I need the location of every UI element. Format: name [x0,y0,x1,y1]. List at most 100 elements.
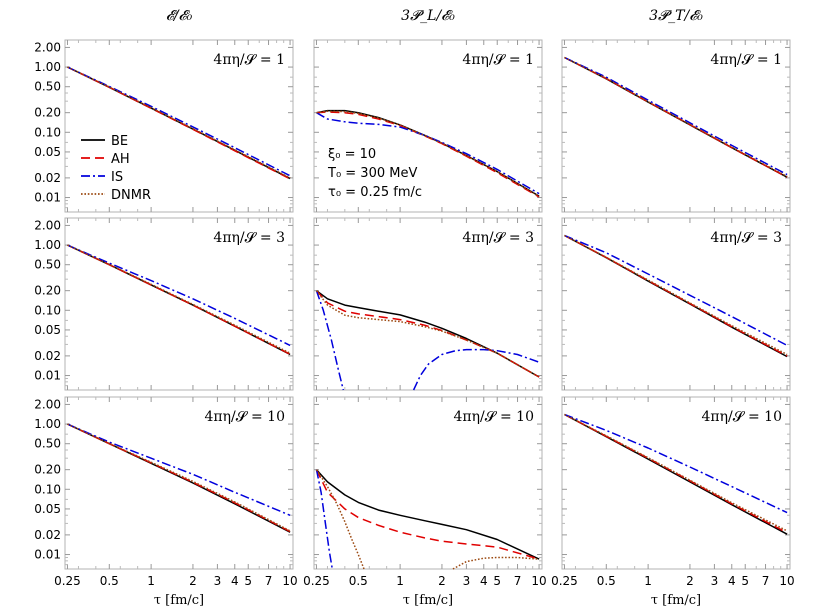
y-tick-label: 2.00 [34,218,61,232]
y-tick-label: 0.20 [34,284,61,298]
y-tick-label: 0.50 [34,80,61,94]
series-dnmr-r1-c2 [316,110,540,198]
y-tick-label: 0.02 [34,349,61,363]
series-dnmr-r3-c3 [564,413,788,532]
series-is-r3-c3 [564,413,788,514]
series-is-r2-c1 [67,244,291,347]
viscosity-label: 4πη/𝓢 = 3 [462,230,534,246]
series-ah-r2-c3 [564,234,788,357]
viscosity-label: 4πη/𝓢 = 10 [454,409,535,425]
x-tick-label: 5 [741,574,749,588]
x-tick-label: 0.25 [303,574,330,588]
y-tick-label: 0.05 [34,502,61,516]
x-tick-label: 4 [231,574,239,588]
series-dnmr-r2-c3 [564,234,788,356]
legend-label-dnmr: DNMR [111,188,151,203]
column-title-2: 3𝓟_L/𝓔₀ [401,8,455,24]
x-tick-label: 1 [644,574,652,588]
legend-label-be: BE [111,134,128,149]
series-ah-r3-c1 [67,423,291,533]
annotation-line-1: ξ₀ = 10 [328,147,376,162]
y-tick-label: 1.00 [34,238,61,252]
series-dnmr-r3-c1 [67,423,291,532]
series-is-r3-c2 [315,469,334,570]
x-tick-label: 7 [514,574,522,588]
x-axis-label: τ [fm/c] [651,593,701,608]
series-dnmr-r2-c2 [315,290,540,378]
y-tick-label: 0.50 [34,437,61,451]
y-tick-label: 0.01 [34,548,61,562]
y-tick-label: 0.02 [34,528,61,542]
x-tick-label: 4 [728,574,736,588]
series-be-r2-c2 [316,290,540,378]
x-axis-label: τ [fm/c] [403,593,453,608]
y-tick-label: 0.01 [34,369,61,383]
x-tick-label: 0.5 [100,574,119,588]
y-tick-label: 0.05 [34,145,61,159]
series-be-r3-c3 [564,413,788,535]
y-tick-label: 1.00 [34,417,61,431]
viscosity-label: 4πη/𝓢 = 10 [205,409,286,425]
x-tick-label: 5 [493,574,501,588]
x-tick-label: 3 [711,574,719,588]
y-tick-label: 0.10 [34,125,61,139]
series-ah-r3-c3 [564,413,788,534]
x-tick-label: 10 [779,574,794,588]
viscosity-label: 4πη/𝓢 = 1 [462,52,534,68]
x-tick-label: 3 [214,574,222,588]
viscosity-label: 4πη/𝓢 = 1 [710,52,782,68]
viscosity-label: 4πη/𝓢 = 10 [702,409,783,425]
panel-r1-c3-frame [561,39,791,213]
x-tick-label: 7 [265,574,273,588]
series-is-r2-c3 [564,234,788,347]
x-tick-label: 10 [531,574,546,588]
series-dnmr-r1-c3 [564,56,788,178]
viscosity-label: 4πη/𝓢 = 3 [710,230,782,246]
x-tick-label: 10 [282,574,297,588]
x-tick-label: 2 [438,574,446,588]
legend-label-ah: AH [111,152,130,167]
y-tick-label: 0.10 [34,482,61,496]
x-tick-label: 0.5 [597,574,616,588]
series-is-r1-c2 [316,112,540,195]
series-is-r2-c2 [412,348,540,391]
panel-r3-c3-frame [561,396,791,570]
y-tick-label: 0.20 [34,106,61,120]
annotation-line-2: T₀ = 300 MeV [327,166,417,181]
y-tick-label: 0.50 [34,258,61,272]
x-tick-label: 0.25 [551,574,578,588]
series-ah-r1-c3 [564,56,788,178]
series-dnmr-r2-c1 [67,244,291,354]
series-is-r2-c2 [315,290,345,391]
panel-r3-c1-frame [64,396,294,570]
x-tick-label: 4 [480,574,488,588]
y-tick-label: 0.05 [34,323,61,337]
x-tick-label: 2 [189,574,197,588]
series-is-r3-c1 [67,423,291,516]
series-be-r3-c2 [315,469,540,560]
series-dnmr-r3-c2 [315,469,365,570]
x-tick-label: 7 [762,574,770,588]
panel-r1-c1-frame [64,39,294,213]
x-axis-label: τ [fm/c] [154,593,204,608]
x-tick-label: 1 [396,574,404,588]
x-tick-label: 3 [463,574,471,588]
series-dnmr-r1-c1 [67,66,291,179]
x-tick-label: 5 [244,574,252,588]
viscosity-label: 4πη/𝓢 = 3 [213,230,285,246]
x-tick-label: 0.5 [349,574,368,588]
y-tick-label: 0.02 [34,171,61,185]
panel-r2-c1-frame [64,217,294,391]
y-tick-label: 0.01 [34,191,61,205]
y-tick-label: 2.00 [34,397,61,411]
series-ah-r3-c2 [315,469,540,560]
legend-label-is: IS [111,170,123,185]
column-title-1: 𝓔/𝓔₀ [166,8,193,24]
series-is-r1-c3 [564,56,788,176]
panel-r3-c2-frame [313,396,543,570]
y-tick-label: 1.00 [34,60,61,74]
x-tick-label: 0.25 [54,574,81,588]
y-tick-label: 0.10 [34,303,61,317]
column-title-3: 3𝓟_T/𝓔₀ [649,8,703,24]
